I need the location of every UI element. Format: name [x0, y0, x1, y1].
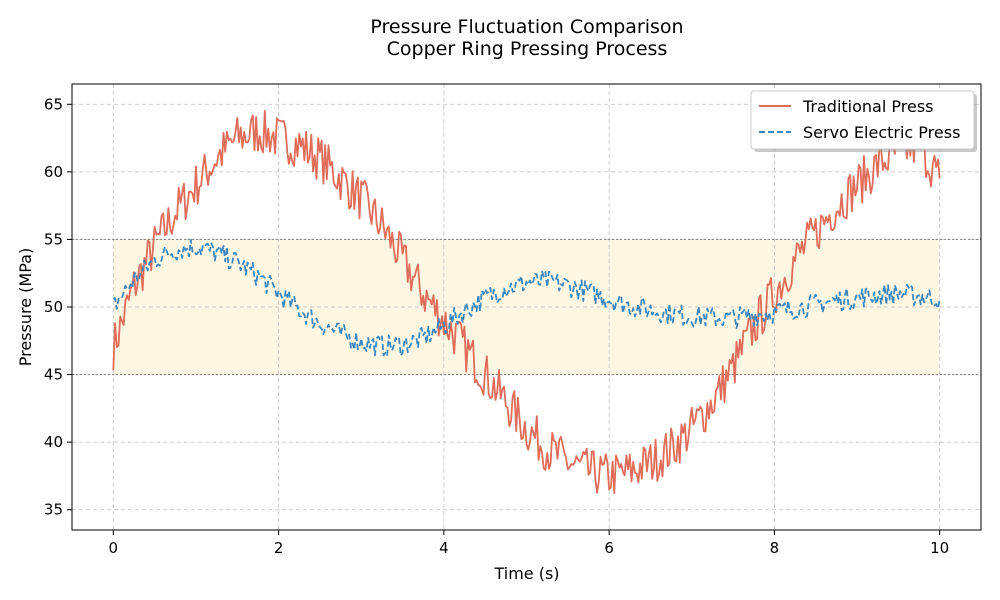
legend-label-traditional-press: Traditional Press: [802, 97, 934, 116]
series-line-traditional-press: [112, 109, 941, 495]
legend-box: [750, 90, 975, 150]
x-tick-label: 6: [604, 539, 614, 557]
series-line-servo-electric-press: [112, 238, 941, 357]
chart-title-line-2: Copper Ring Pressing Process: [387, 38, 668, 60]
y-tick-label: 45: [44, 366, 63, 384]
legend: Traditional Press Servo Electric Press: [750, 90, 977, 152]
y-tick-label: 35: [44, 501, 63, 519]
y-tick-label: 40: [44, 433, 63, 451]
x-tick-label: 4: [439, 539, 449, 557]
legend-label-servo-electric-press: Servo Electric Press: [803, 123, 960, 142]
x-tick-label: 0: [109, 539, 119, 557]
y-tick-label: 55: [44, 230, 63, 248]
x-axis-label: Time (s): [493, 564, 559, 583]
plot-area: 0 2 4 6 8 10 35 40 45 50 55 60 65: [44, 83, 982, 557]
y-axis-label: Pressure (MPa): [16, 248, 35, 366]
y-tick-label: 50: [44, 298, 63, 316]
x-tick-label: 10: [930, 539, 949, 557]
chart-title-line-1: Pressure Fluctuation Comparison: [370, 16, 683, 38]
x-tick-label: 2: [274, 539, 284, 557]
y-tick-label: 60: [44, 163, 63, 181]
y-tick-label: 65: [44, 95, 63, 113]
x-tick-label: 8: [770, 539, 780, 557]
